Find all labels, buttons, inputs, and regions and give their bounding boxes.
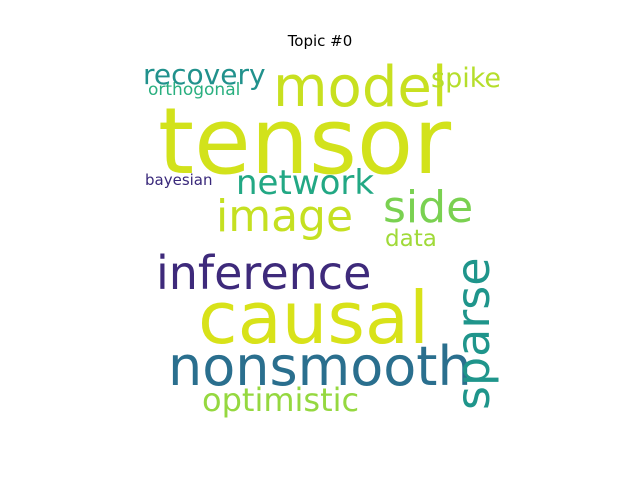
word-bayesian: bayesian xyxy=(145,171,213,189)
word-orthogonal: orthogonal xyxy=(148,80,241,100)
word-recovery: recovery xyxy=(143,58,266,91)
word-spike: spike xyxy=(431,63,501,94)
word-nonsmooth: nonsmooth xyxy=(168,335,472,398)
word-optimistic: optimistic xyxy=(202,381,360,419)
word-tensor: tensor xyxy=(158,88,452,195)
word-sparse: sparse xyxy=(446,257,500,410)
word-model: model xyxy=(273,55,448,120)
word-image: image xyxy=(216,191,354,242)
figure-title: Topic #0 xyxy=(287,32,353,50)
word-network: network xyxy=(236,163,375,203)
word-causal: causal xyxy=(198,276,429,360)
word-data: data xyxy=(385,226,437,252)
word-inference: inference xyxy=(156,246,372,300)
word-side: side xyxy=(383,182,474,233)
